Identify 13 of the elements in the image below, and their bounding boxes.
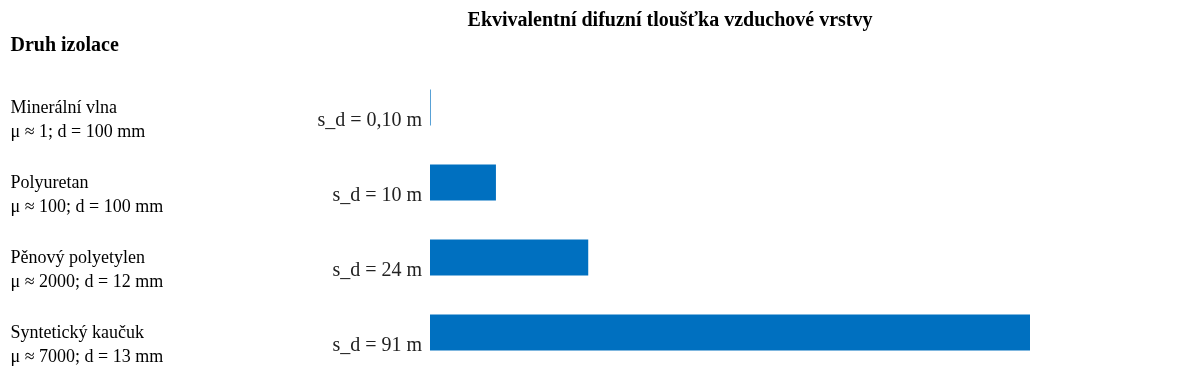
y-tick-label: Minerální vlna μ ≈ 1; d = 100 mm [10, 96, 146, 141]
y-axis-title: Druh izolace [10, 32, 119, 55]
data-label: s_d = 10 m [332, 182, 423, 205]
bar [430, 314, 1030, 351]
y-tick-label: Pěnový polyetylen μ ≈ 2000; d = 12 mm [10, 246, 164, 291]
bar [430, 164, 496, 201]
data-label: s_d = 24 m [332, 257, 423, 280]
bar [430, 239, 589, 276]
data-label: s_d = 0,10 m [317, 107, 423, 130]
chart-title: Ekvivalentní difuzní tloušťka vzduchové vrstvy [467, 8, 873, 31]
data-label: s_d = 91 m [332, 332, 423, 355]
y-tick-label: Polyuretan μ ≈ 100; d = 100 mm [10, 171, 164, 216]
y-tick-label: Syntetický kaučuk μ ≈ 7000; d = 13 mm [10, 321, 164, 366]
